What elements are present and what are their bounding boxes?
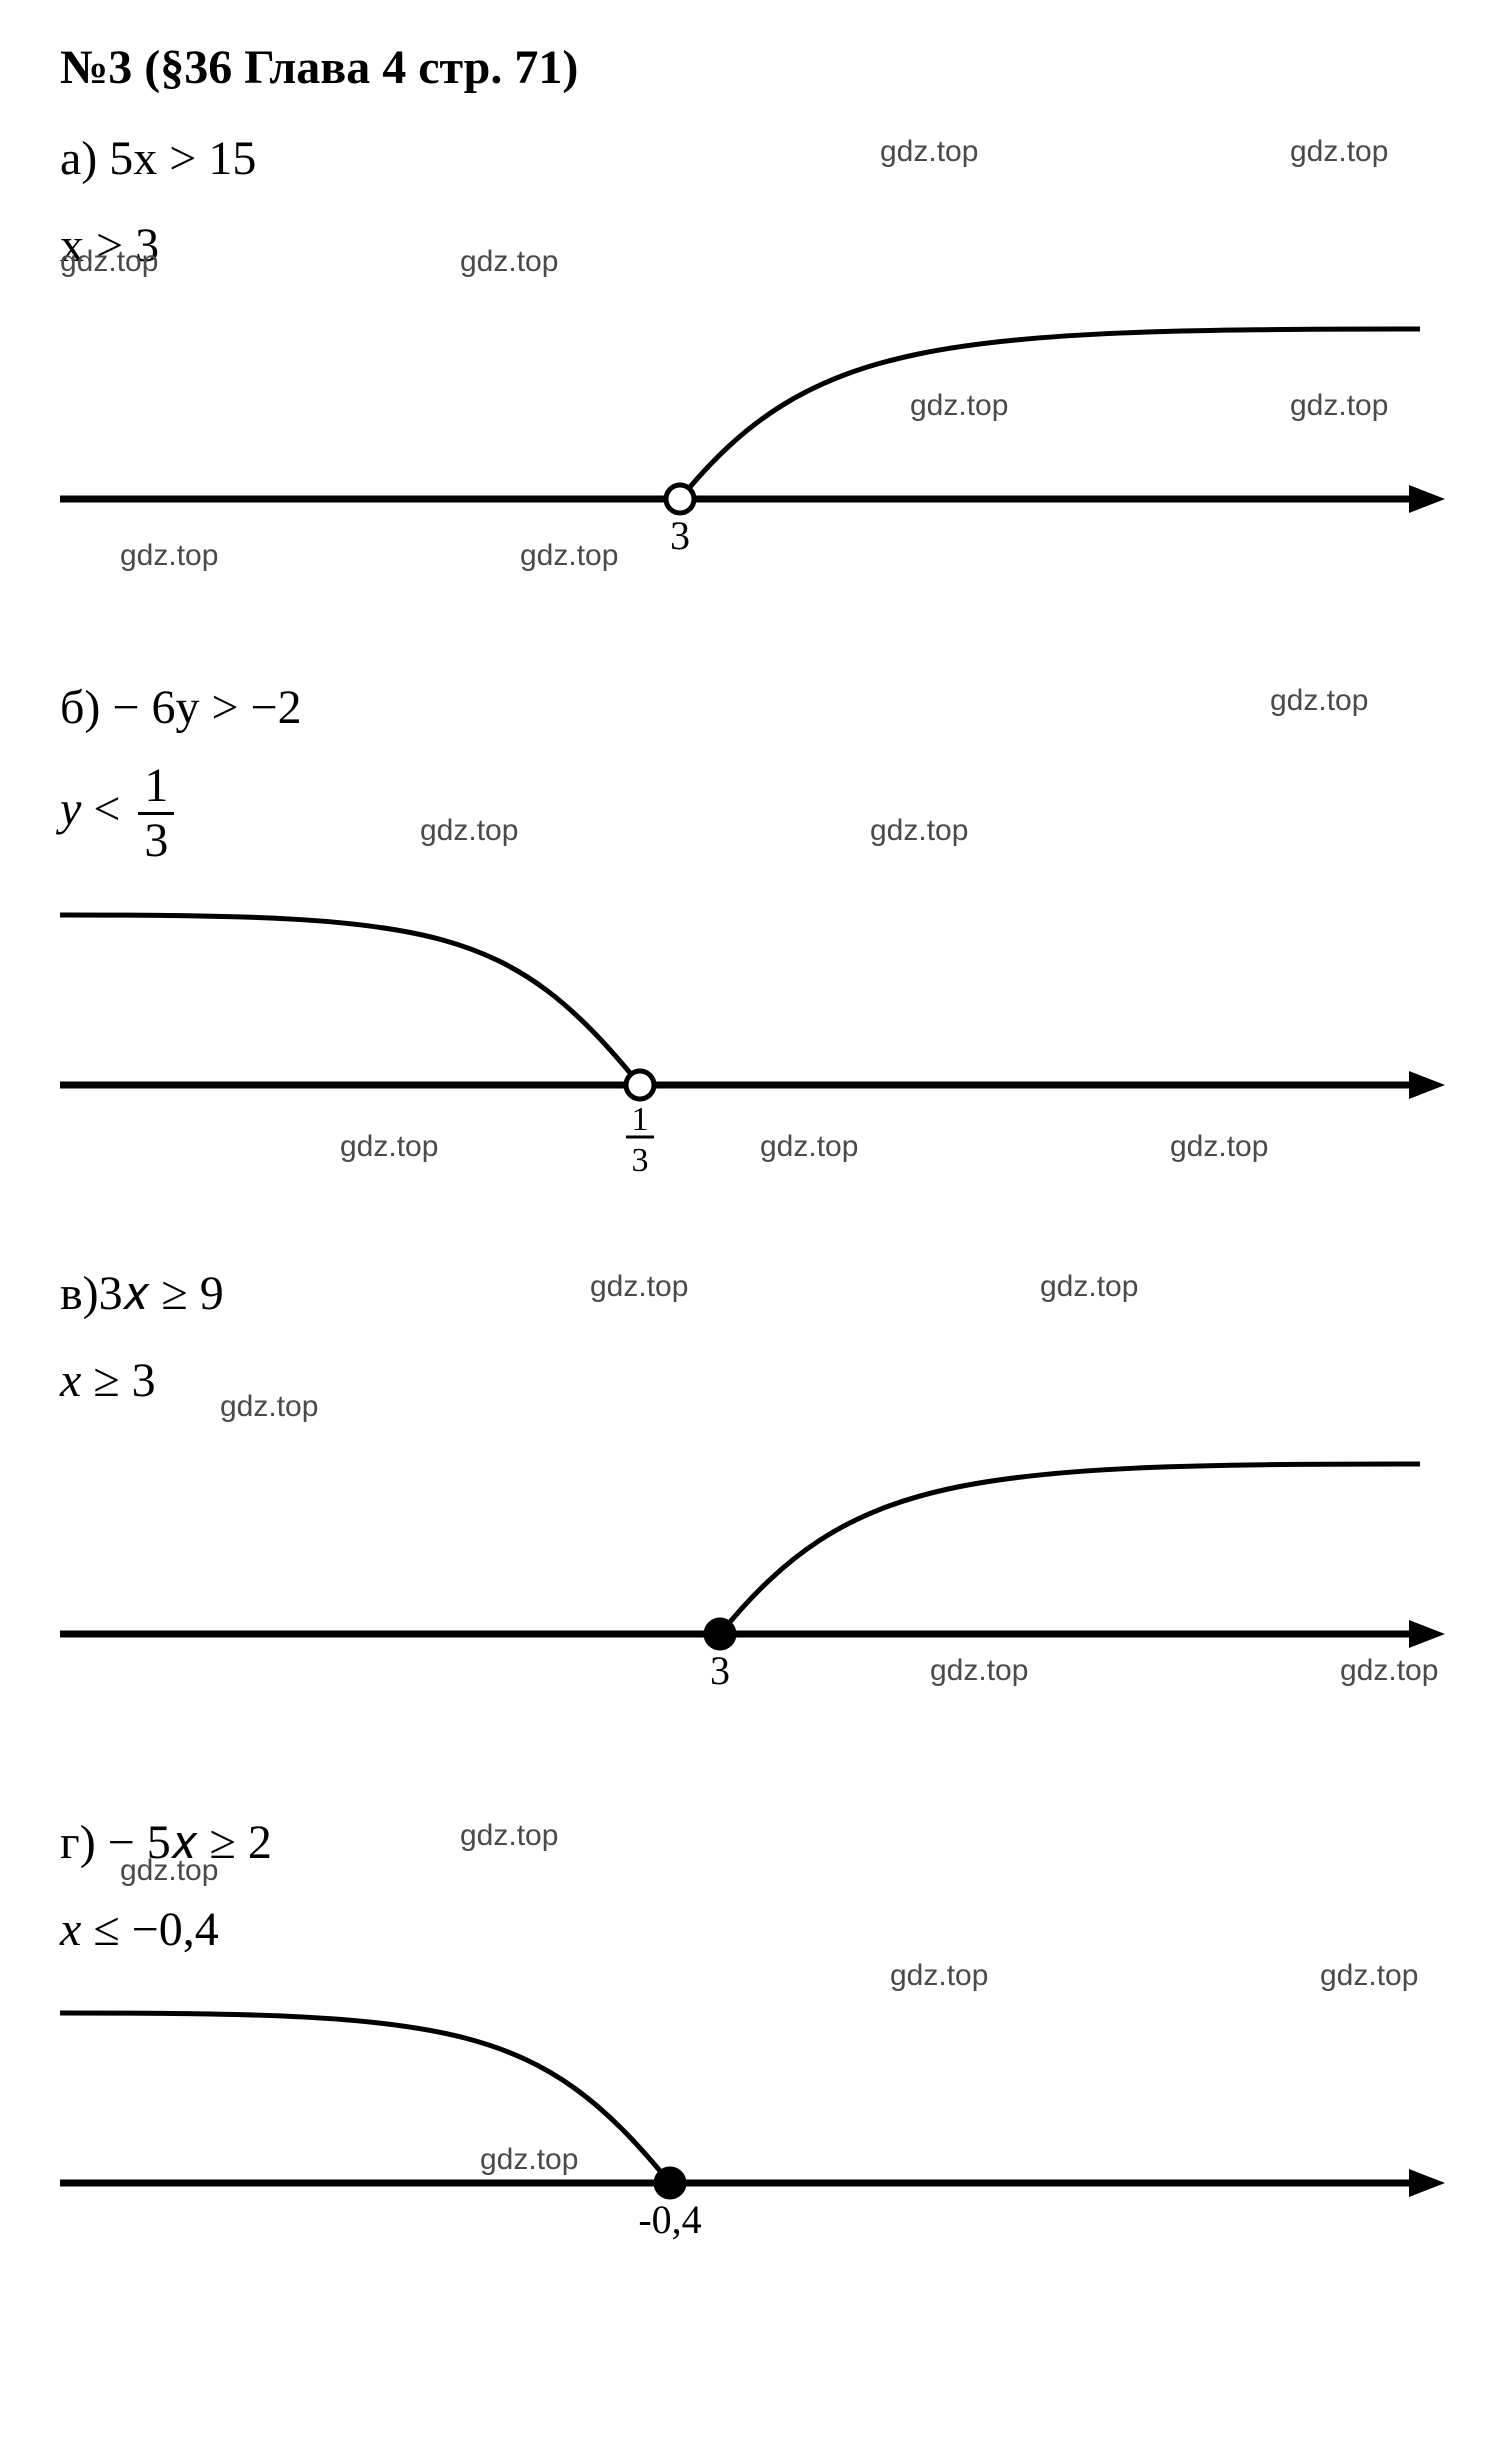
watermark: gdz.top: [760, 1130, 858, 1164]
watermark: gdz.top: [1340, 1654, 1438, 1688]
watermark: gdz.top: [1040, 1270, 1138, 1304]
watermark: gdz.top: [520, 539, 618, 573]
watermark: gdz.top: [60, 245, 158, 279]
problem-label: б) − 6y > −2: [60, 674, 1450, 741]
watermark: gdz.top: [120, 1854, 218, 1888]
problem-label: в)3𝑥 ≥ 9: [60, 1260, 1450, 1327]
watermark: gdz.top: [1270, 684, 1368, 718]
watermark: gdz.top: [870, 814, 968, 848]
watermark: gdz.top: [880, 135, 978, 169]
watermark: gdz.top: [910, 389, 1008, 423]
watermark: gdz.top: [460, 1819, 558, 1853]
watermark: gdz.top: [590, 1270, 688, 1304]
watermark: gdz.top: [220, 1390, 318, 1424]
page-title: №3 (§36 Глава 4 стр. 71): [60, 40, 1450, 95]
watermark: gdz.top: [120, 539, 218, 573]
watermark: gdz.top: [1170, 1130, 1268, 1164]
watermark: gdz.top: [1290, 135, 1388, 169]
watermark: gdz.top: [1290, 389, 1388, 423]
problem-solution: x ≤ −0,4: [60, 1896, 1450, 1963]
problem-block: б) − 6y > −2gdz.topgdz.topgdz.topy < 131…: [60, 674, 1450, 1229]
watermark: gdz.top: [930, 1654, 1028, 1688]
watermark: gdz.top: [340, 1130, 438, 1164]
problem-solution: x > 3: [60, 212, 1450, 279]
problem-label: а) 5x > 15: [60, 125, 1450, 192]
watermark: gdz.top: [420, 814, 518, 848]
watermark: gdz.top: [460, 245, 558, 279]
problem-label: г) − 5𝑥 ≥ 2: [60, 1809, 1450, 1876]
problem-block: а) 5x > 15gdz.topgdz.topgdz.topgdz.topx …: [60, 125, 1450, 644]
watermark: gdz.top: [480, 2143, 578, 2177]
problem-block: в)3𝑥 ≥ 9gdz.topgdz.topgdz.topx ≥ 33gdz.t…: [60, 1260, 1450, 1779]
problem-solution: y < 13: [60, 762, 1450, 865]
problem-block: г) − 5𝑥 ≥ 2gdz.topgdz.topgdz.topgdz.topx…: [60, 1809, 1450, 2328]
